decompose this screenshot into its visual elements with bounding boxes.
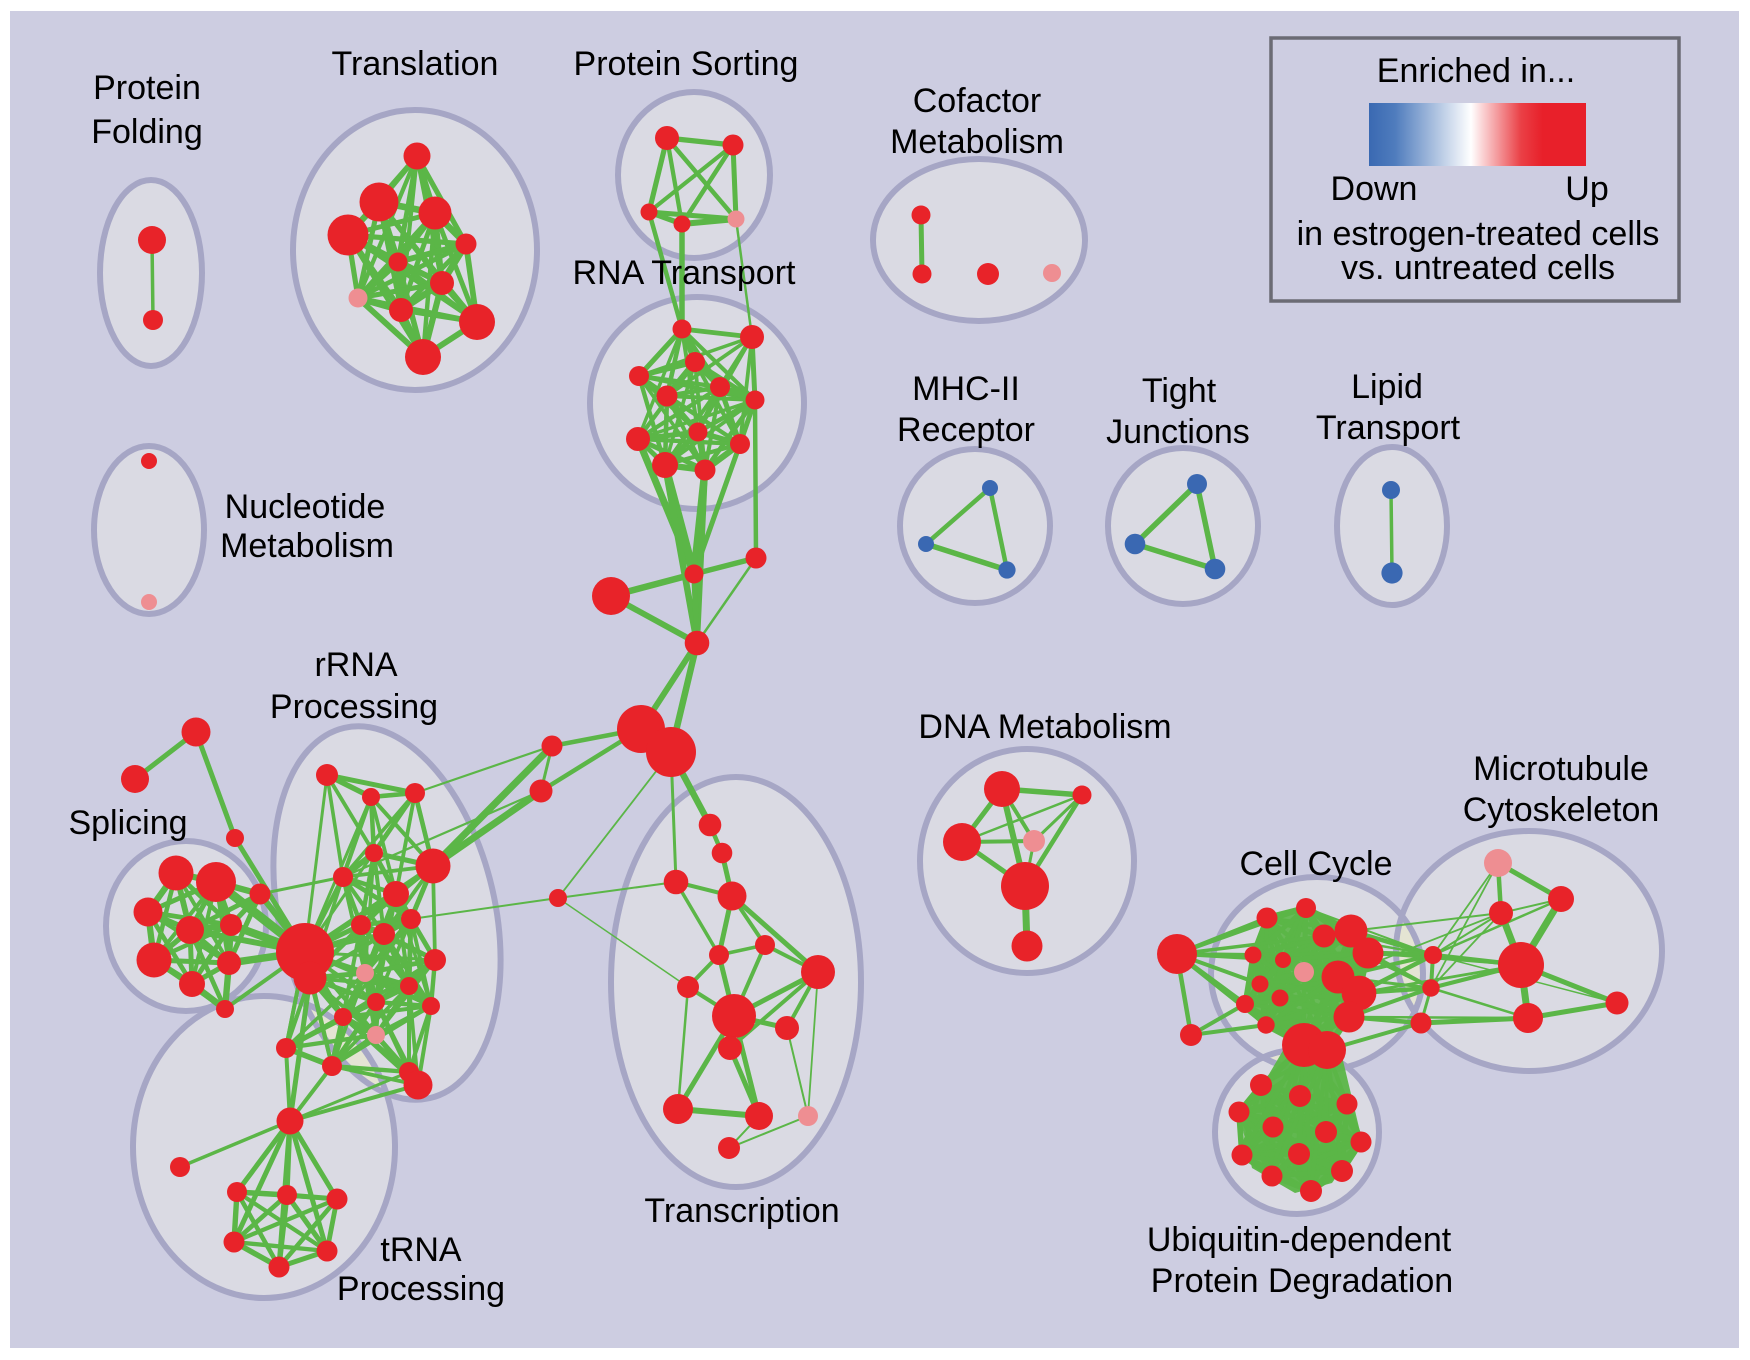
svg-text:Ubiquitin-dependent: Ubiquitin-dependent — [1147, 1221, 1452, 1259]
svg-text:RNA Transport: RNA Transport — [573, 254, 797, 292]
svg-text:Cell Cycle: Cell Cycle — [1239, 845, 1392, 883]
svg-text:Tight: Tight — [1142, 372, 1217, 410]
svg-text:rRNA: rRNA — [314, 646, 397, 684]
svg-text:MHC-II: MHC-II — [912, 370, 1020, 408]
svg-text:Enriched in...: Enriched in... — [1377, 52, 1575, 90]
svg-text:Protein: Protein — [93, 69, 201, 107]
svg-text:Metabolism: Metabolism — [890, 123, 1064, 161]
svg-text:Protein Degradation: Protein Degradation — [1151, 1262, 1453, 1300]
svg-text:Down: Down — [1331, 170, 1418, 208]
svg-text:Translation: Translation — [332, 45, 499, 83]
svg-text:Metabolism: Metabolism — [220, 527, 394, 565]
svg-text:in estrogen-treated cells: in estrogen-treated cells — [1297, 215, 1660, 253]
svg-text:Nucleotide: Nucleotide — [225, 488, 386, 526]
svg-text:vs. untreated cells: vs. untreated cells — [1341, 249, 1615, 287]
svg-text:Up: Up — [1565, 170, 1608, 208]
svg-text:DNA Metabolism: DNA Metabolism — [918, 708, 1171, 746]
svg-text:Lipid: Lipid — [1351, 368, 1423, 406]
svg-text:Microtubule: Microtubule — [1473, 750, 1649, 788]
svg-text:tRNA: tRNA — [380, 1231, 462, 1269]
svg-text:Splicing: Splicing — [68, 804, 187, 842]
svg-text:Transcription: Transcription — [644, 1192, 839, 1230]
svg-text:Cytoskeleton: Cytoskeleton — [1463, 791, 1660, 829]
svg-text:Transport: Transport — [1316, 409, 1461, 447]
svg-text:Cofactor: Cofactor — [913, 82, 1042, 120]
svg-text:Receptor: Receptor — [897, 411, 1035, 449]
svg-text:Protein Sorting: Protein Sorting — [574, 45, 799, 83]
svg-text:Processing: Processing — [270, 688, 438, 726]
svg-text:Processing: Processing — [337, 1270, 505, 1308]
svg-text:Junctions: Junctions — [1106, 413, 1250, 451]
svg-text:Folding: Folding — [91, 113, 203, 151]
